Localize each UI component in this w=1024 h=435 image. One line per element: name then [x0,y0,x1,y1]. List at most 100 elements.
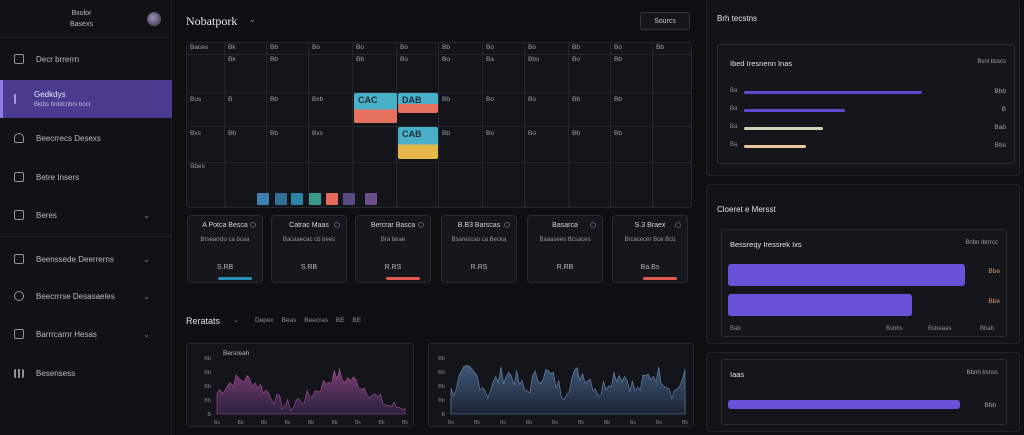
calendar-cell[interactable] [653,163,691,207]
calendar-cell[interactable] [225,93,267,127]
calendar-cell[interactable] [525,127,569,163]
calendar-cell[interactable] [611,93,653,127]
legend-chip[interactable] [257,193,269,205]
calendar-cell[interactable] [397,163,439,207]
calendar-cell[interactable] [483,127,525,163]
calendar-cell[interactable] [439,163,483,207]
calendar-cell[interactable] [187,93,225,127]
calendar-event[interactable]: CAC [354,93,397,123]
calendar-cell[interactable] [525,93,569,127]
sidebar-item-2[interactable]: Beecrrecs Desexs [0,126,172,150]
legend-chip[interactable] [275,193,287,205]
calendar-cell[interactable] [483,163,525,207]
calendar-cell[interactable] [483,55,525,93]
avatar[interactable] [147,11,161,26]
calendar-cell[interactable] [653,93,691,127]
metric-card[interactable]: Catrac Maas Bacaaecac cb bees S.RB [271,215,347,283]
y-tick-label: B [441,412,445,418]
calendar-cell[interactable] [483,43,525,55]
chevron-down-icon[interactable]: ⌄ [233,317,239,324]
calendar-cell[interactable] [525,55,569,93]
tab[interactable]: Depec [255,317,274,324]
calendar-event[interactable]: DAB [398,93,438,113]
sidebar-item-5[interactable]: Beenssede Deerrerns ⌄ [0,247,172,271]
tab[interactable]: Beecras [304,317,329,324]
calendar-cell[interactable] [267,43,309,55]
calendar-cell[interactable] [309,127,353,163]
tab[interactable]: BE [352,317,362,324]
calendar-cell[interactable] [483,93,525,127]
calendar-cell[interactable] [225,55,267,93]
legend-chip[interactable] [343,193,355,205]
calendar-cell[interactable] [397,93,439,127]
metric-card[interactable]: B.B3 Barscas Bsarescao ca Becka R.RS [441,215,517,283]
card-subtitle: Bacaaecac cb bees [282,237,336,243]
x-tick-label: Bb [474,420,480,426]
chevron-down-icon[interactable]: ⌄ [249,15,256,24]
calendar-cell[interactable] [439,43,483,55]
tab[interactable]: BE [335,317,345,324]
calendar-cell[interactable] [653,127,691,163]
calendar-cell[interactable] [225,43,267,55]
calendar-cell[interactable] [225,163,267,207]
legend-chip[interactable] [326,193,338,205]
calendar-cell[interactable] [309,55,353,93]
calendar-cell[interactable] [397,55,439,93]
calendar-cell[interactable] [187,163,225,207]
header-action-button[interactable]: Sourcs [640,12,690,30]
calendar-cell[interactable] [353,43,397,55]
legend-chip[interactable] [309,193,321,205]
calendar-cell[interactable] [353,163,397,207]
calendar-cell[interactable] [309,163,353,207]
calendar-cell[interactable] [569,127,611,163]
calendar-cell[interactable] [569,93,611,127]
card-title: Bercrar Basca [370,222,416,229]
calendar-cell[interactable] [439,127,483,163]
metric-card[interactable]: Bercrar Basca Bra beae R.RS [355,215,431,283]
calendar-cell[interactable] [225,127,267,163]
calendar-cell[interactable] [569,43,611,55]
calendar-cell[interactable] [439,55,483,93]
calendar-cell[interactable] [397,43,439,55]
calendar-cell[interactable] [569,163,611,207]
sidebar-item-0[interactable]: Decr brrerrn [0,46,172,72]
right-area-chart: Bb Bb Bb Bb B Bs Bb Bs Bb Bs Bb Bb Bs Bs Bb [428,343,694,427]
tab[interactable]: Beas [281,317,297,324]
calendar-cell[interactable] [267,93,309,127]
sidebar-item-3[interactable]: Betre Insers [0,165,172,189]
legend-chip[interactable] [291,193,303,205]
calendar-event[interactable]: CAB [398,127,438,159]
calendar-cell[interactable] [267,163,309,207]
calendar-cell[interactable] [309,93,353,127]
legend-chip[interactable] [365,193,377,205]
calendar-cell[interactable] [187,55,225,93]
sidebar-item-7[interactable]: Barrrcarnr Hesas ⌄ [0,322,172,346]
metric-card[interactable]: S.3 Braex Brcacecer Bce Bcb Ba.Bs [612,215,688,283]
calendar-cell[interactable] [397,127,439,163]
sidebar-item-8[interactable]: Besensess [0,361,172,385]
calendar-cell[interactable] [611,55,653,93]
calendar-cell[interactable] [611,127,653,163]
calendar-cell[interactable] [353,55,397,93]
sidebar-item-6[interactable]: Beecrrrse Desasaeles ⌄ [0,284,172,308]
cell-number: Bo [486,96,494,103]
sidebar-item-active[interactable]: Gedkdys Bktbs brddcnbrs bocr [0,80,172,118]
metric-card[interactable]: A Potca Besca Brsearrdo ca bcaa S.RB [187,215,263,283]
calendar-cell[interactable] [187,43,225,55]
calendar-cell[interactable] [525,163,569,207]
calendar-cell[interactable] [187,127,225,163]
calendar-cell[interactable] [267,55,309,93]
calendar-cell[interactable] [267,127,309,163]
calendar-cell[interactable] [525,43,569,55]
metric-card[interactable]: Basarca Baaasees Bcsaces R.RB [527,215,603,283]
calendar-cell[interactable] [611,163,653,207]
calendar-cell[interactable] [569,55,611,93]
calendar-cell[interactable] [653,55,691,93]
calendar-cell[interactable] [653,43,691,55]
calendar-cell[interactable] [611,43,653,55]
card-value: R.RS [470,264,488,271]
calendar-cell[interactable] [309,43,353,55]
sidebar-item-4[interactable]: Beres ⌄ [0,203,172,227]
calendar-cell[interactable] [353,127,397,163]
calendar-cell[interactable] [439,93,483,127]
